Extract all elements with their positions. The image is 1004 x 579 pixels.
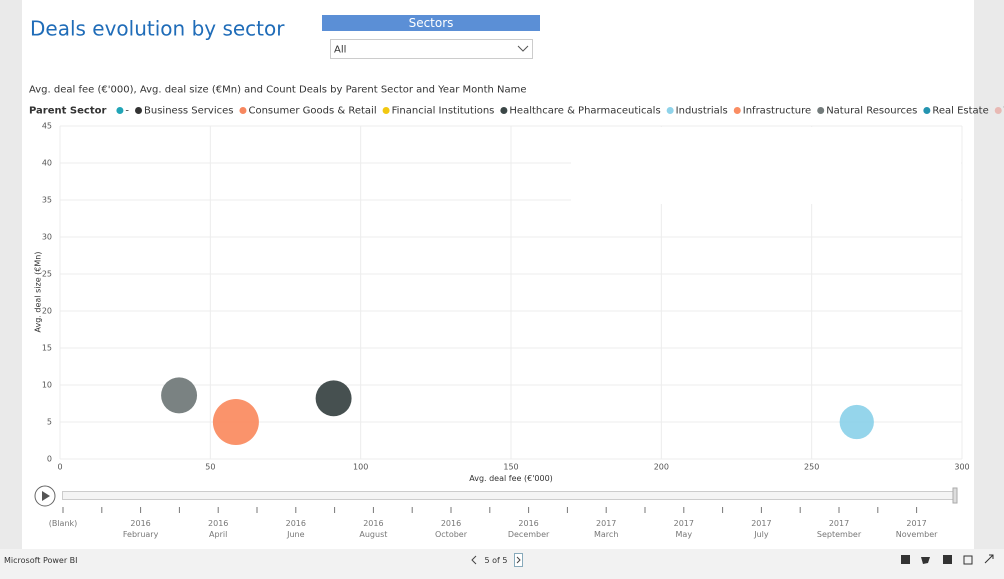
legend-marker xyxy=(382,107,390,114)
next-page[interactable] xyxy=(514,553,523,567)
legend: Parent Sector - Business Services Consumer… xyxy=(29,106,1004,117)
facebook-icon[interactable] xyxy=(943,555,952,564)
play-label: October xyxy=(435,530,468,539)
play-label: 2016 xyxy=(363,519,383,528)
legend-marker xyxy=(239,107,247,114)
legend-label: Consumer Goods & Retail xyxy=(248,106,376,117)
play-label: February xyxy=(123,530,159,539)
slicer-dropdown[interactable] xyxy=(330,39,533,59)
legend-marker xyxy=(817,107,825,114)
y-tick-label: 15 xyxy=(42,344,52,353)
x-tick-label: 200 xyxy=(654,463,669,472)
bubble xyxy=(839,404,874,440)
y-tick-label: 35 xyxy=(42,196,52,205)
legend-label: Healthcare & Pharmaceuticals xyxy=(509,106,660,117)
y-tick-label: 30 xyxy=(42,233,52,242)
legend-title: Parent Sector xyxy=(29,106,106,117)
legend-marker xyxy=(666,107,674,114)
play-label: 2016 xyxy=(130,519,150,528)
play-label: 2016 xyxy=(441,519,461,528)
x-tick-label: 50 xyxy=(205,463,215,472)
play-label: (Blank) xyxy=(49,519,78,528)
legend-marker xyxy=(733,107,741,114)
play-label: 2017 xyxy=(751,519,771,528)
legend-marker xyxy=(923,107,931,114)
plot: 0 5 10 15 20 25 30 35 40 45 0 50 100 150 200 250 300 xyxy=(42,122,970,472)
play-label: 2017 xyxy=(906,519,926,528)
play-label: August xyxy=(359,530,387,539)
legend-label: Business Services xyxy=(144,106,233,117)
play-label: December xyxy=(508,530,550,539)
twitter-icon[interactable] xyxy=(921,557,930,564)
legend-marker xyxy=(135,107,143,114)
play-label: July xyxy=(753,530,769,539)
play-handle[interactable] xyxy=(952,487,958,504)
play-label: 2017 xyxy=(829,519,849,528)
y-tick-label: 45 xyxy=(42,122,52,131)
play-label: November xyxy=(896,530,938,539)
blank-overlay xyxy=(571,127,961,204)
legend-label: Infrastructure xyxy=(743,106,811,117)
x-tick-label: 250 xyxy=(804,463,819,472)
play-label: 2016 xyxy=(286,519,306,528)
linkedin-icon[interactable] xyxy=(901,555,910,564)
play-label: May xyxy=(676,530,693,539)
y-tick-label: 10 xyxy=(42,381,52,390)
y-tick-label: 0 xyxy=(47,455,52,464)
play-track[interactable] xyxy=(62,491,956,500)
report-title: Deals evolution by sector xyxy=(30,17,285,41)
slicer-header xyxy=(322,15,540,31)
next-icon xyxy=(516,556,521,564)
y-tick-label: 5 xyxy=(47,418,52,427)
page-indicator: 5 of 5 xyxy=(485,556,508,565)
play-label: 2016 xyxy=(518,519,538,528)
play-label: 2016 xyxy=(208,519,228,528)
y-tick-label: 25 xyxy=(42,270,52,279)
bubble xyxy=(315,380,352,417)
chevron xyxy=(517,45,529,52)
x-tick-label: 300 xyxy=(954,463,969,472)
slicer-title: Sectors xyxy=(409,16,454,30)
bubble xyxy=(212,399,259,445)
legend-label: Technology xyxy=(1003,106,1004,117)
legend-marker xyxy=(116,107,124,114)
play-label: March xyxy=(594,530,618,539)
y-tick-label: 20 xyxy=(42,307,52,316)
legend-marker xyxy=(994,107,1002,114)
x-tick-label: 150 xyxy=(503,463,518,472)
play-label: 2017 xyxy=(596,519,616,528)
legend-marker xyxy=(500,107,508,114)
fullscreen-icon[interactable] xyxy=(984,554,994,564)
legend-label: Industrials xyxy=(676,106,728,117)
play-icon xyxy=(42,491,50,501)
y-axis-title: Avg. deal size (€Mn) xyxy=(34,252,43,333)
prev-page[interactable] xyxy=(471,555,477,565)
legend-label: - xyxy=(125,106,129,117)
slicer-value: All xyxy=(334,45,346,56)
play-axis: (Blank) 2016 February 2016 April 2016 June 2016… xyxy=(49,507,938,539)
x-axis-title: Avg. deal fee (€'000) xyxy=(469,474,553,483)
footer-brand: Microsoft Power BI xyxy=(4,556,78,565)
play-label: September xyxy=(817,530,862,539)
legend-label: Natural Resources xyxy=(826,106,917,117)
footer xyxy=(0,549,1004,579)
share-icon[interactable] xyxy=(963,555,973,565)
play-label: June xyxy=(286,530,305,539)
legend-label: Real Estate xyxy=(932,106,988,117)
x-tick-label: 100 xyxy=(353,463,368,472)
chart-title: Avg. deal fee (€'000), Avg. deal size (€… xyxy=(29,85,527,96)
play-label: 2017 xyxy=(674,519,694,528)
x-tick-label: 0 xyxy=(57,463,62,472)
y-tick-label: 40 xyxy=(42,159,52,168)
play-label: April xyxy=(209,530,227,539)
legend-label: Financial Institutions xyxy=(392,106,495,117)
bubble xyxy=(161,377,198,414)
